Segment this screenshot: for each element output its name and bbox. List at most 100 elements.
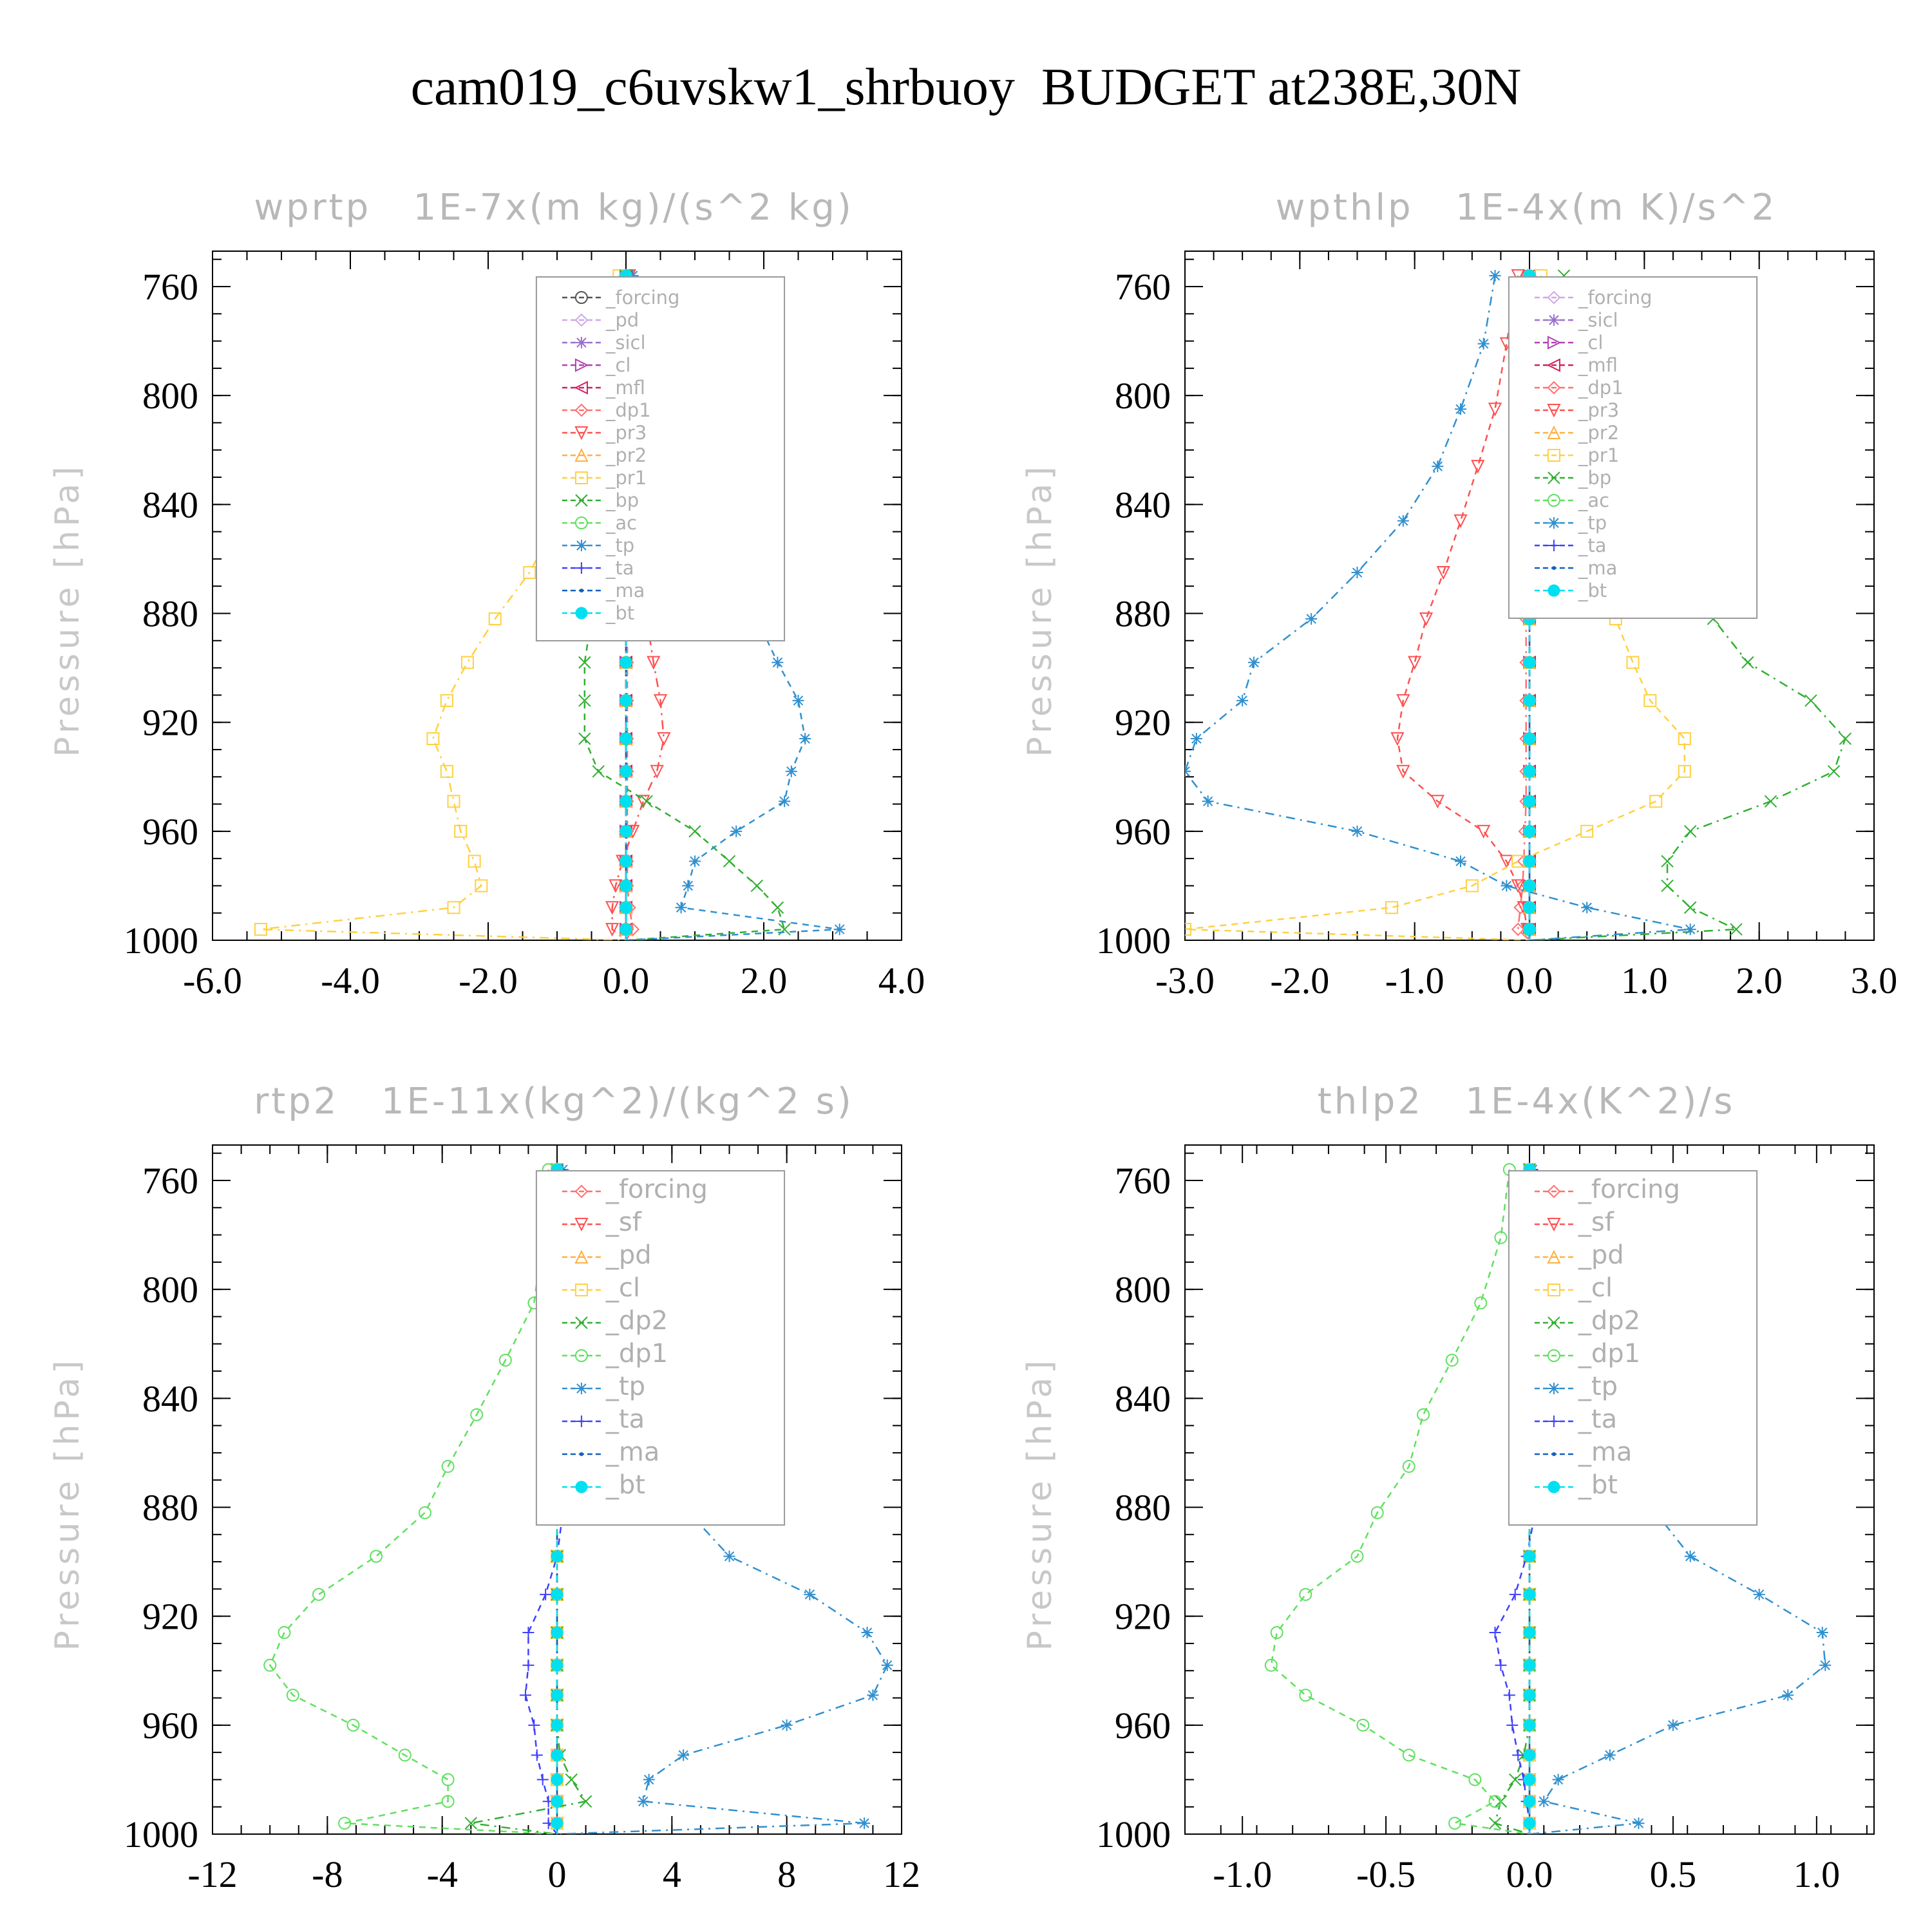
x-tick-label: -0.5 — [1356, 1853, 1416, 1895]
data-point-tp — [1455, 855, 1466, 867]
data-point-bt — [620, 694, 632, 707]
data-point-pr1 — [440, 764, 453, 778]
series-line-dp2 — [471, 1170, 587, 1834]
data-point-ta — [522, 1627, 535, 1639]
data-point-ta — [1495, 1659, 1507, 1671]
data-point-ta — [1506, 1719, 1519, 1731]
x-tick-label: -8 — [312, 1853, 343, 1895]
data-point-dp1 — [441, 1773, 455, 1786]
data-point-bt — [551, 1659, 564, 1672]
legend-marker — [579, 589, 583, 592]
data-point-dp1 — [1270, 1626, 1283, 1640]
data-point-pr3 — [1436, 566, 1450, 580]
y-tick-label: 1000 — [1096, 920, 1171, 961]
legend-label: _pr2 — [605, 444, 647, 466]
data-point-pr1 — [488, 612, 502, 625]
x-tick-label: -3.0 — [1155, 960, 1215, 1001]
y-tick-label: 1000 — [124, 920, 198, 961]
data-point-ta — [531, 1749, 543, 1761]
data-point-tp — [637, 1795, 649, 1808]
legend-marker — [1548, 1383, 1560, 1394]
data-point-dp1 — [1445, 1354, 1459, 1367]
data-point-tp — [677, 1749, 690, 1761]
data-point-ta — [1512, 1749, 1524, 1761]
legend-label: _pr1 — [605, 467, 647, 489]
legend-label: _forcing — [605, 1175, 708, 1204]
data-point-tp — [772, 656, 784, 668]
data-point-bp — [578, 694, 591, 707]
data-point-tp — [730, 825, 743, 837]
legend-marker — [575, 1316, 588, 1329]
data-point-tp — [1489, 270, 1501, 282]
data-point-bt — [551, 1689, 564, 1701]
legend-label: _ma — [1578, 557, 1618, 579]
data-point-bp — [1741, 656, 1754, 669]
data-point-pr1 — [1626, 656, 1640, 669]
data-point-pr1 — [1678, 732, 1691, 746]
panel-3-title: rtp2 1E-11x(kg^2)/(kg^2 s) — [254, 1081, 854, 1122]
data-point-ta — [522, 1659, 535, 1671]
legend-label: _cl — [605, 354, 631, 376]
legend: _forcing_sicl_cl_mfl_dp1_pr3_pr2_pr1_bp_… — [1508, 276, 1758, 619]
legend-marker — [1548, 517, 1560, 529]
data-point-dp1 — [1474, 1296, 1488, 1310]
data-point-tp — [1190, 733, 1202, 745]
legend-marker — [1548, 584, 1560, 597]
data-point-bt — [551, 1588, 564, 1601]
data-point-tp — [1819, 1659, 1832, 1671]
data-point-pr3 — [1419, 612, 1434, 627]
data-point-bt — [1523, 1588, 1536, 1601]
data-point-pr3 — [657, 732, 671, 746]
data-point-dp1 — [498, 1354, 512, 1367]
legend-marker — [1551, 1452, 1556, 1456]
legend-marker — [1547, 290, 1561, 305]
x-tick-label: -4 — [427, 1853, 458, 1895]
data-point-ta — [536, 1774, 549, 1786]
legend-marker — [1547, 1249, 1561, 1264]
y-tick-label: 880 — [1115, 592, 1171, 634]
data-point-bt — [1523, 1748, 1536, 1761]
data-point-dp1 — [312, 1587, 325, 1601]
y-tick-label: 960 — [142, 811, 198, 853]
data-point-bt — [1523, 732, 1536, 745]
data-point-bt — [551, 1550, 564, 1563]
data-point-bt — [1523, 1550, 1536, 1563]
legend-label: _ta — [1578, 535, 1607, 556]
data-point-bt — [620, 825, 632, 838]
legend-label: _pr1 — [1578, 444, 1619, 466]
legend-label: _sf — [605, 1208, 642, 1237]
data-point-bp — [771, 901, 784, 914]
legend-marker — [1547, 1349, 1560, 1362]
data-point-tp — [1185, 765, 1191, 777]
panel-1: -6.0 -4.0 -2.0 0.0 2.0 4.0 760 800 840 880 920 960 1… — [124, 251, 925, 1001]
data-point-dp2 — [1488, 1817, 1502, 1830]
legend-label: _dp1 — [1578, 377, 1624, 399]
data-point-pr1 — [1580, 824, 1594, 838]
legend-label: _forcing — [1578, 287, 1653, 308]
data-point-tp — [1477, 337, 1490, 350]
x-tick-label: 1.0 — [1794, 1853, 1841, 1895]
y-tick-label: 800 — [142, 1269, 198, 1311]
y-tick-label: 760 — [1115, 1160, 1171, 1202]
data-point-tp — [1538, 1795, 1550, 1808]
y-tick-label: 840 — [142, 484, 198, 526]
y-tick-label: 840 — [142, 1378, 198, 1419]
legend-marker — [1548, 471, 1560, 484]
legend-marker — [574, 1184, 589, 1198]
data-point-bt — [620, 795, 632, 808]
legend-label: _pr3 — [605, 422, 647, 444]
data-point-pr3 — [609, 879, 623, 893]
data-point-bp — [1683, 825, 1697, 838]
data-point-bt — [1523, 1626, 1536, 1639]
data-point-pr1 — [1465, 879, 1479, 893]
data-point-pr1 — [440, 694, 453, 707]
data-point-pr1 — [468, 855, 481, 868]
x-tick-label: 2.0 — [1736, 960, 1783, 1001]
legend-marker — [574, 516, 588, 529]
data-point-pr3 — [1408, 656, 1422, 670]
data-point-bp — [592, 765, 605, 778]
y-tick-label: 880 — [142, 1486, 198, 1528]
legend-marker — [1547, 494, 1560, 507]
data-point-bp — [578, 656, 591, 669]
legend-marker — [1548, 540, 1560, 551]
